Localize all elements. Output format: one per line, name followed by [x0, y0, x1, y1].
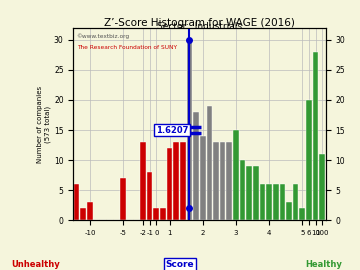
Bar	[253, 166, 259, 220]
Bar	[266, 184, 272, 220]
Text: ©www.textbiz.org: ©www.textbiz.org	[77, 34, 130, 39]
Text: 1.6207: 1.6207	[156, 126, 188, 134]
Bar	[280, 184, 285, 220]
Text: Healthy: Healthy	[306, 260, 342, 269]
Y-axis label: Number of companies
(573 total): Number of companies (573 total)	[37, 86, 51, 163]
Text: The Research Foundation of SUNY: The Research Foundation of SUNY	[77, 45, 177, 50]
Text: Unhealthy: Unhealthy	[12, 260, 60, 269]
Bar	[167, 148, 172, 220]
Title: Z’-Score Histogram for WAGE (2016): Z’-Score Histogram for WAGE (2016)	[104, 18, 295, 28]
Bar	[226, 142, 232, 220]
Bar	[160, 208, 166, 220]
Text: Score: Score	[166, 260, 194, 269]
Bar	[140, 142, 146, 220]
Bar	[87, 202, 93, 220]
Bar	[286, 202, 292, 220]
Bar	[306, 100, 312, 220]
Bar	[180, 142, 186, 220]
Bar	[220, 142, 225, 220]
Bar	[153, 208, 159, 220]
Bar	[300, 208, 305, 220]
Bar	[319, 154, 325, 220]
Bar	[246, 166, 252, 220]
Bar	[293, 184, 298, 220]
Bar	[260, 184, 265, 220]
Bar	[193, 112, 199, 220]
Bar	[207, 106, 212, 220]
Bar	[233, 130, 239, 220]
Bar	[313, 52, 318, 220]
Bar	[174, 142, 179, 220]
Bar	[147, 172, 153, 220]
Bar	[187, 40, 192, 220]
Bar	[74, 184, 80, 220]
Bar	[120, 178, 126, 220]
Bar	[273, 184, 279, 220]
Bar	[200, 136, 206, 220]
Bar	[240, 160, 246, 220]
Text: Sector:  Industrials: Sector: Industrials	[157, 22, 242, 31]
Bar	[81, 208, 86, 220]
Bar	[213, 142, 219, 220]
